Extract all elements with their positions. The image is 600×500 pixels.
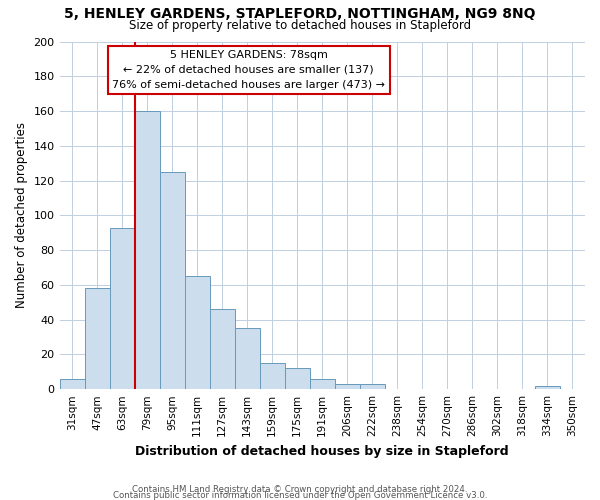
X-axis label: Distribution of detached houses by size in Stapleford: Distribution of detached houses by size … — [136, 444, 509, 458]
Y-axis label: Number of detached properties: Number of detached properties — [15, 122, 28, 308]
Text: 5, HENLEY GARDENS, STAPLEFORD, NOTTINGHAM, NG9 8NQ: 5, HENLEY GARDENS, STAPLEFORD, NOTTINGHA… — [64, 8, 536, 22]
Bar — [160, 172, 185, 389]
Bar — [285, 368, 310, 389]
Text: Size of property relative to detached houses in Stapleford: Size of property relative to detached ho… — [129, 18, 471, 32]
Bar — [235, 328, 260, 389]
Bar — [310, 379, 335, 389]
Bar — [209, 309, 235, 389]
Bar — [85, 288, 110, 389]
Bar — [335, 384, 360, 389]
Bar — [110, 228, 134, 389]
Text: 5 HENLEY GARDENS: 78sqm
← 22% of detached houses are smaller (137)
76% of semi-d: 5 HENLEY GARDENS: 78sqm ← 22% of detache… — [112, 50, 385, 90]
Bar — [59, 379, 85, 389]
Bar — [134, 111, 160, 389]
Bar — [535, 386, 560, 389]
Bar — [260, 363, 285, 389]
Text: Contains HM Land Registry data © Crown copyright and database right 2024.: Contains HM Land Registry data © Crown c… — [132, 484, 468, 494]
Bar — [360, 384, 385, 389]
Text: Contains public sector information licensed under the Open Government Licence v3: Contains public sector information licen… — [113, 490, 487, 500]
Bar — [185, 276, 209, 389]
